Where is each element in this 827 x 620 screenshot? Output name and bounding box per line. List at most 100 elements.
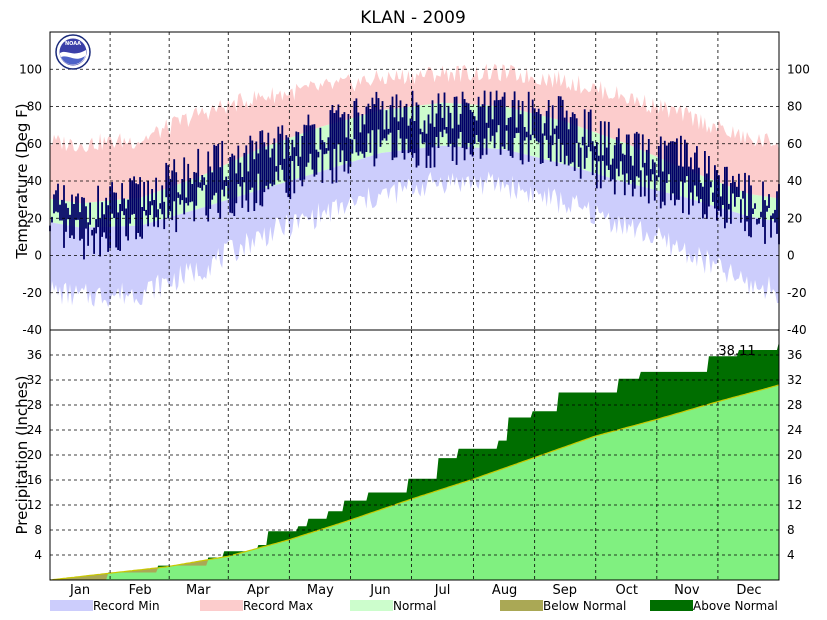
observed-temperature-bar (109, 186, 111, 248)
svg-text:NOAA: NOAA (65, 41, 81, 47)
observed-temperature-bar (409, 118, 412, 153)
month-axis: Jan Feb Mar Apr May Jun Jul Aug Sep Oct Nov Dec (69, 583, 762, 598)
observed-temperature-bar (159, 203, 162, 209)
month-label: Feb (129, 583, 152, 598)
observed-temperature-bar (341, 114, 344, 151)
observed-temperature-bar (395, 94, 398, 158)
observed-temperature-bar (649, 169, 652, 181)
precipitation-tick-label: 4 (34, 548, 42, 562)
observed-temperature-bar (189, 178, 192, 203)
observed-temperature-bar (251, 140, 254, 188)
observed-temperature-bar (563, 117, 566, 165)
temperature-tick-label: 100 (19, 62, 42, 76)
observed-temperature-bar (471, 112, 474, 157)
observed-temperature-bar (297, 132, 300, 166)
observed-temperature-bar (485, 122, 488, 155)
legend-label: Record Min (93, 599, 160, 613)
observed-temperature-bar (375, 91, 378, 159)
observed-temperature-bar (489, 91, 492, 142)
month-label: Aug (492, 583, 517, 598)
observed-temperature-bar (311, 124, 314, 170)
observed-temperature-bar (365, 106, 368, 152)
observed-temperature-bar (491, 119, 494, 136)
legend-label: Record Max (243, 599, 313, 613)
observed-temperature-bar (343, 112, 346, 172)
precipitation-tick-label: 32 (27, 373, 42, 387)
observed-temperature-bar (249, 135, 252, 190)
observed-temperature-bar (83, 197, 85, 260)
observed-temperature-bar (173, 159, 176, 202)
observed-temperature-bar (209, 166, 212, 209)
observed-temperature-bar (101, 202, 103, 237)
observed-temperature-bar (597, 155, 600, 162)
legend-label: Below Normal (543, 599, 626, 613)
observed-temperature-bar (213, 144, 216, 196)
observed-temperature-bar (565, 110, 568, 156)
observed-temperature-bar (415, 102, 418, 168)
observed-temperature-bar (181, 179, 184, 201)
observed-temperature-bar (97, 185, 99, 228)
observed-temperature-bar (645, 149, 648, 176)
temperature-tick-label: 80 (787, 100, 802, 114)
observed-temperature-bar (369, 109, 372, 153)
observed-temperature-bar (217, 144, 220, 213)
observed-temperature-bar (523, 127, 526, 141)
observed-temperature-bar (611, 158, 614, 180)
observed-temperature-bar (239, 162, 242, 187)
observed-temperature-bar (601, 155, 604, 161)
temperature-tick-label: 40 (787, 174, 802, 188)
month-label: Oct (616, 583, 638, 598)
observed-temperature-bar (653, 162, 656, 201)
observed-temperature-bar (117, 212, 119, 250)
observed-temperature-bar (115, 192, 117, 248)
observed-temperature-bar (451, 128, 454, 161)
observed-temperature-bar (559, 96, 562, 163)
observed-temperature-bar (659, 136, 662, 209)
observed-temperature-bar (303, 124, 306, 180)
observed-temperature-bar (537, 108, 540, 143)
observed-temperature-bar (637, 133, 640, 178)
observed-temperature-bar (429, 123, 432, 168)
observed-temperature-bar (153, 200, 155, 227)
observed-temperature-bar (55, 190, 57, 212)
observed-temperature-bar (63, 185, 65, 248)
observed-temperature-bar (453, 96, 456, 148)
observed-temperature-bar (287, 137, 290, 198)
observed-temperature-bar (581, 136, 584, 146)
observed-temperature-bar (183, 157, 186, 215)
observed-temperature-bar (437, 93, 440, 148)
observed-temperature-bar (233, 155, 236, 216)
observed-temperature-bar (521, 101, 524, 165)
observed-temperature-bar (59, 204, 61, 221)
observed-temperature-bar (439, 104, 442, 132)
legend-swatch (350, 600, 393, 611)
observed-temperature-bar (131, 180, 133, 215)
observed-temperature-bar (595, 142, 598, 189)
observed-temperature-bar (696, 146, 698, 197)
observed-temperature-bar (641, 134, 644, 168)
observed-temperature-bar (672, 141, 674, 194)
observed-temperature-bar (211, 172, 214, 200)
observed-temperature-bar (269, 157, 272, 184)
observed-temperature-bar (247, 171, 250, 212)
observed-temperature-bar (507, 117, 510, 151)
legend-item: Record Max (200, 599, 313, 613)
observed-temperature-bar (465, 102, 468, 150)
observed-temperature-bar (207, 151, 210, 222)
observed-temperature-bar (776, 191, 778, 234)
observed-temperature-bar (223, 180, 226, 197)
observed-temperature-bar (401, 117, 404, 153)
observed-temperature-bar (195, 172, 198, 206)
observed-temperature-bar (639, 170, 642, 197)
observed-temperature-bar (67, 207, 69, 220)
observed-temperature-bar (197, 148, 200, 188)
observed-temperature-bar (661, 171, 664, 202)
observed-temperature-bar (337, 104, 340, 145)
observed-temperature-bar (734, 182, 736, 207)
observed-temperature-bar (539, 114, 542, 164)
observed-temperature-bar (714, 165, 716, 209)
observed-temperature-bar (750, 185, 752, 238)
observed-temperature-bar (245, 145, 248, 201)
observed-temperature-bar (599, 121, 602, 189)
observed-temperature-bar (575, 118, 578, 144)
